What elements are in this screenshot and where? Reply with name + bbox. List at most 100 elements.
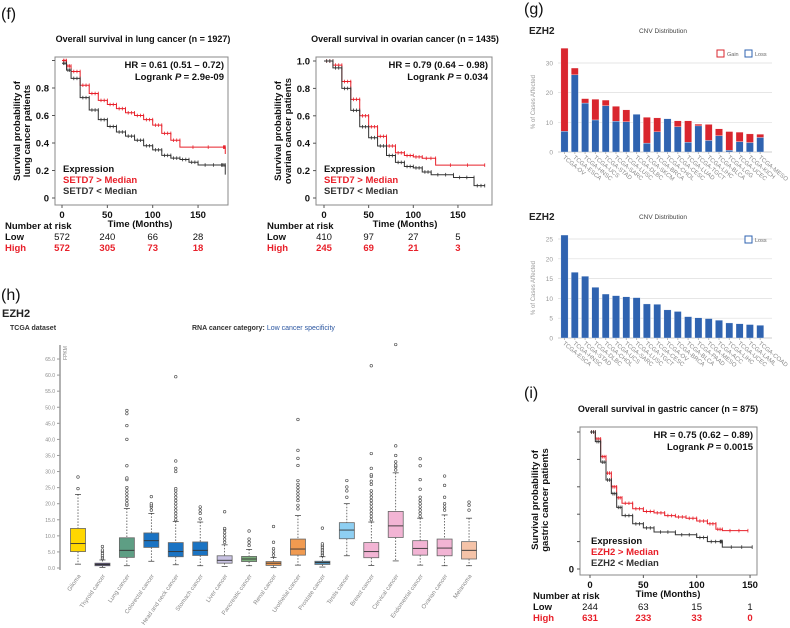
bar-loss — [612, 295, 620, 339]
bar-gain — [571, 67, 579, 76]
bar-loss — [622, 121, 631, 153]
outlier-point — [443, 474, 447, 478]
box — [118, 537, 135, 558]
outlier-point — [296, 507, 300, 511]
x-tick-label: Testis cancer — [326, 574, 351, 606]
legend-label: Gain — [727, 52, 739, 58]
outlier-point — [296, 448, 300, 452]
bar-loss — [674, 126, 682, 153]
outlier-point — [369, 505, 373, 509]
panel-label-f: (f) — [1, 6, 16, 23]
cnv-chart-gain-loss: EZH2 CNV Distribution 0 10 20 30 % of Cases Af… — [529, 26, 789, 183]
bar-gain — [684, 120, 692, 143]
outlier-point — [296, 417, 300, 422]
risk-value: 631 — [582, 613, 599, 624]
km-plot-gastric: Overall survival in gastric cancer (n = … — [530, 404, 758, 624]
y-tick-label: 25.0 — [45, 486, 55, 492]
outlier-point — [418, 511, 422, 515]
risk-row-label: Low — [5, 232, 25, 243]
x-tick-label: 100 — [405, 210, 421, 221]
logrank-value: = 0.0015 — [716, 442, 754, 453]
outlier-point — [125, 423, 129, 428]
chart-title: Overall survival in ovarian cancer (n = … — [311, 34, 499, 44]
outlier-point — [369, 495, 373, 499]
legend-entry: SETD7 < Median — [63, 186, 137, 197]
bar-loss — [601, 105, 610, 153]
x-tick-label: Prostate cancer — [298, 574, 327, 612]
outlier-point — [223, 531, 227, 535]
legend-checkbox-gain[interactable] — [716, 49, 725, 58]
bar-gain — [622, 109, 631, 122]
bar-loss — [591, 119, 600, 153]
risk-value: 244 — [582, 602, 598, 613]
y-tick-label: 25 — [546, 237, 554, 244]
outlier-point — [418, 477, 422, 482]
y-tick-label: 0.4 — [36, 139, 50, 150]
x-tick-label: 50 — [638, 580, 649, 591]
outlier-point — [125, 495, 129, 499]
bar-loss — [704, 140, 713, 153]
bar-loss — [694, 125, 703, 153]
outlier-point — [247, 543, 251, 548]
outlier-point — [271, 540, 276, 544]
km-plot-lung: Overall survival in lung cancer (n = 192… — [5, 34, 230, 254]
rna-category-label: RNA cancer category: — [192, 325, 267, 332]
rna-category-value[interactable]: Low cancer specificity — [267, 325, 336, 332]
gene-name: EZH2 — [529, 212, 555, 223]
outlier-point — [369, 489, 373, 493]
legend-checkbox-loss[interactable] — [744, 49, 753, 58]
y-tick-label: 0.6 — [36, 111, 49, 122]
outlier-point — [174, 469, 178, 474]
x-tick-label: 0 — [59, 210, 64, 221]
hazard-ratio: HR = 0.75 (0.62 – 0.89) — [653, 430, 753, 441]
outlier-point — [369, 364, 373, 368]
outlier-point — [369, 479, 373, 483]
risk-value: 245 — [316, 243, 333, 254]
outlier-point — [418, 498, 422, 503]
bar-gain — [581, 98, 589, 104]
outlier-point — [296, 478, 300, 483]
risk-value: 5 — [455, 232, 460, 243]
plot-frame — [579, 426, 758, 576]
outlier-point — [223, 510, 227, 514]
bar-gain — [715, 128, 723, 136]
outlier-point — [125, 464, 129, 468]
y-tick-label: 0 — [549, 150, 553, 157]
x-tick-label: Ovarian cancer — [421, 574, 449, 611]
bar-loss — [560, 234, 569, 339]
legend-checkbox-loss[interactable] — [744, 235, 753, 244]
outlier-point — [174, 505, 178, 509]
bar-loss — [663, 309, 672, 339]
risk-table-title: Number at risk — [267, 221, 334, 232]
outlier-point — [125, 486, 129, 490]
bar-loss — [725, 322, 734, 339]
risk-value: 73 — [147, 243, 158, 254]
cnv-chart-loss: EZH2 CNV Distribution 0 5 10 15 20 25 % of Cases… — [529, 212, 789, 369]
bar-loss — [601, 293, 610, 339]
bar-loss — [704, 318, 713, 339]
outlier-point — [394, 342, 398, 347]
y-tick-label: 30.0 — [45, 470, 55, 476]
risk-row-label: Low — [267, 232, 287, 243]
bar-gain — [725, 131, 734, 151]
outlier-point — [467, 503, 471, 507]
bar-loss — [653, 131, 661, 153]
outlier-point — [198, 517, 202, 521]
outlier-point — [320, 526, 325, 530]
risk-value: 0 — [747, 613, 752, 624]
bar-loss — [581, 102, 589, 153]
chart-title: Overall survival in lung cancer (n = 192… — [56, 34, 231, 44]
box — [387, 511, 404, 538]
y-axis-label: lung cancer patients — [22, 85, 33, 177]
y-tick-label: 0.2 — [297, 166, 310, 177]
plot-frame — [315, 56, 493, 206]
bar-loss — [746, 324, 754, 339]
outlier-point — [345, 495, 349, 499]
outlier-point — [174, 495, 178, 499]
outlier-point — [394, 468, 398, 472]
y-tick-label: 0 — [569, 565, 574, 576]
y-tick-label: 10.0 — [45, 534, 55, 540]
logrank-p: P — [704, 442, 715, 453]
outlier-point — [418, 505, 422, 509]
